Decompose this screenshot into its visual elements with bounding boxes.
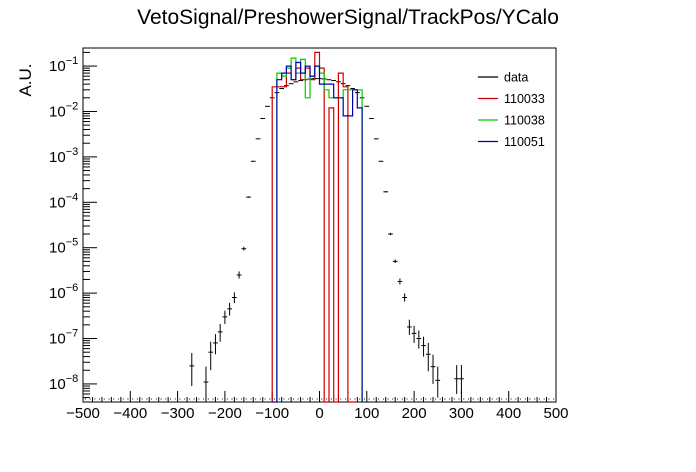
chart-title: VetoSignal/PreshowerSignal/TrackPos/YCal…	[137, 6, 559, 29]
legend: data 110033 110038 110051	[478, 71, 545, 149]
histogram-outline	[276, 57, 363, 402]
histogram-outline	[271, 51, 358, 403]
x-tick-label: 300	[449, 405, 474, 422]
x-tick-label: 0	[315, 405, 323, 422]
y-tick-label: 10−4	[49, 191, 78, 211]
y-axis-label: A.U.	[16, 63, 35, 96]
plot-frame	[82, 47, 557, 403]
y-tick-label: 10−2	[49, 100, 78, 120]
y-axis: 10−8 10−7 10−6 10−5 10−4 10−3 10−2 10−1	[49, 51, 97, 403]
y-tick-label: 10−8	[49, 373, 78, 393]
y-tick-label: 10−1	[49, 55, 78, 75]
y-tick-label: 10−6	[49, 282, 78, 302]
x-tick-label: 400	[496, 405, 521, 422]
legend-label-110033: 110033	[504, 92, 545, 106]
series-data	[84, 78, 555, 400]
legend-label-110038: 110038	[504, 114, 545, 128]
histogram-outline	[272, 61, 363, 403]
legend-label-data: data	[504, 71, 528, 85]
legend-label-110051: 110051	[504, 135, 545, 149]
y-tick-label: 10−5	[49, 237, 78, 257]
x-tick-label: 500	[543, 405, 568, 422]
y-tick-label: 10−7	[49, 328, 78, 348]
x-tick-label: −200	[208, 405, 242, 422]
series-110033	[271, 51, 358, 403]
x-tick-label: −400	[113, 405, 147, 422]
x-tick-label: 200	[402, 405, 427, 422]
x-tick-label: −500	[66, 405, 100, 422]
series-110051	[272, 61, 363, 403]
series-layer	[84, 51, 555, 403]
x-tick-label: 100	[354, 405, 379, 422]
x-tick-label: −300	[161, 405, 195, 422]
series-110038	[276, 57, 363, 402]
x-axis: −500 −400 −300 −200 −100 0 100 200 300 400 500	[66, 391, 569, 422]
y-tick-label: 10−3	[49, 146, 78, 166]
x-tick-label: −100	[255, 405, 289, 422]
